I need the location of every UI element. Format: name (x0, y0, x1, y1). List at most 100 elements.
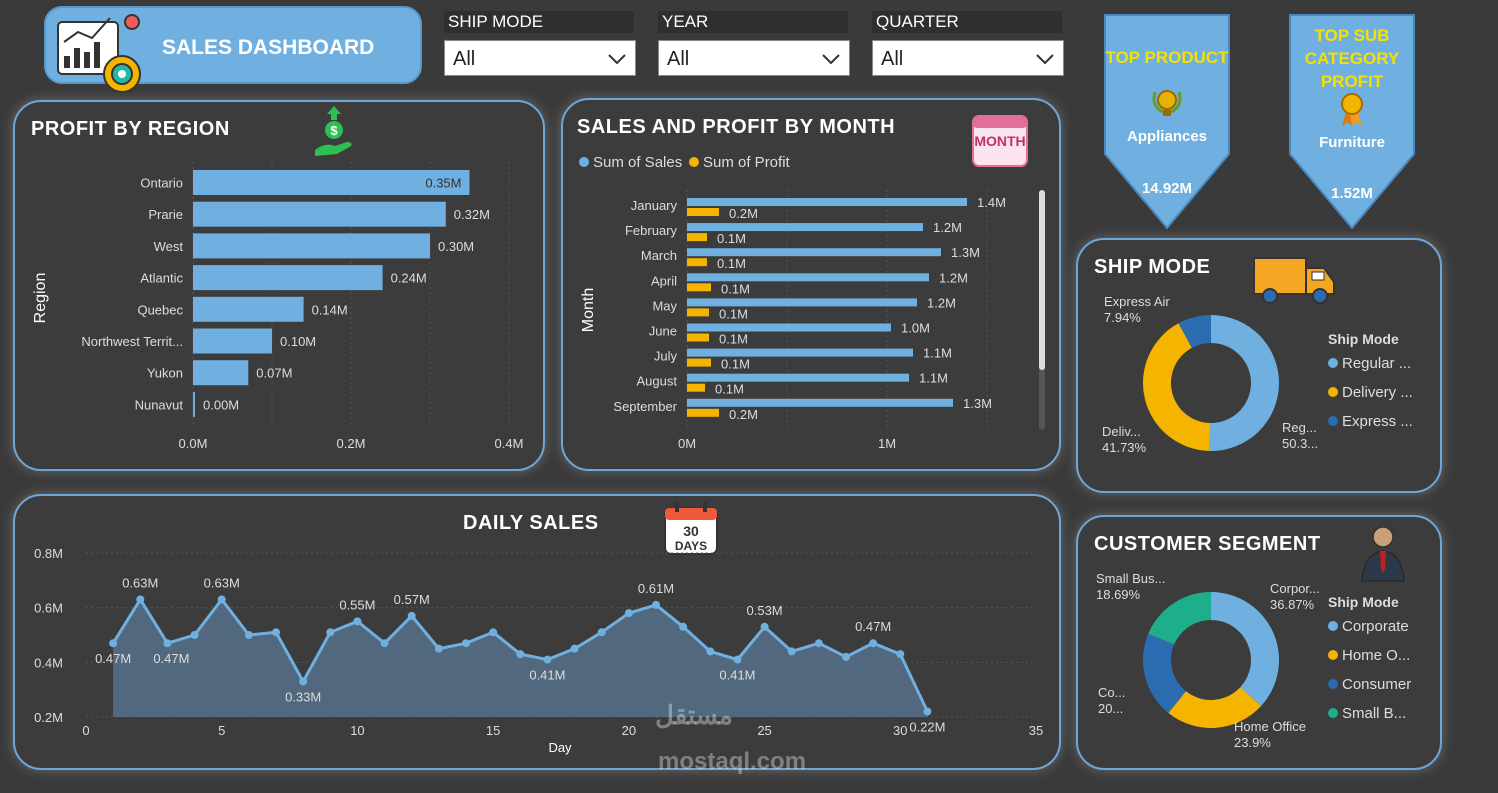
data-point (787, 647, 796, 656)
point-data-label: 0.33M (285, 689, 321, 704)
profit-data-label: 0.1M (717, 256, 746, 271)
data-point (923, 707, 932, 716)
legend-label: Express ... (1342, 413, 1413, 430)
sales-bar (687, 348, 913, 357)
calendar-month-icon: MONTH (972, 115, 1028, 167)
profit-bar (687, 308, 709, 317)
slice-label-percent: 50.3... (1282, 436, 1318, 451)
legend-profit: Sum of Profit (689, 154, 790, 171)
donut-slice (1143, 633, 1186, 714)
data-point (652, 600, 660, 609)
slice-label-percent: 20... (1098, 701, 1123, 716)
filter-quarter-value: All (881, 48, 904, 70)
slice-label-percent: 41.73% (1102, 440, 1147, 455)
sales-data-label: 1.3M (951, 245, 980, 260)
x-axis-label: Day (548, 740, 572, 755)
bar (193, 233, 430, 259)
category-label: West (154, 239, 184, 254)
legend-dot (1328, 621, 1338, 631)
sales-data-label: 1.3M (963, 396, 992, 411)
point-data-label: 0.41M (719, 668, 755, 683)
panel-title: DAILY SALES (463, 512, 599, 534)
legend-dot (1328, 416, 1338, 426)
data-point (597, 628, 606, 637)
sales-bar (687, 323, 891, 332)
filter-year-value: All (667, 48, 690, 70)
filter-year-label: YEAR (658, 11, 848, 33)
filter-ship-mode-label: SHIP MODE (444, 11, 634, 33)
category-label: February (625, 223, 678, 238)
data-point (190, 631, 199, 639)
profit-bar (687, 283, 711, 292)
svg-text:$: $ (330, 123, 338, 138)
calendar-30-days-icon: 30 DAYS (664, 502, 718, 555)
donut-slice (1168, 687, 1261, 728)
slice-label-percent: 36.87% (1270, 597, 1315, 612)
data-point (842, 652, 850, 661)
filter-quarter-select[interactable]: All (872, 40, 1064, 76)
category-label: July (654, 349, 678, 364)
businessman-icon (1361, 526, 1405, 582)
money-hand-icon: $ (315, 106, 352, 156)
legend-label: Home O... (1342, 647, 1410, 664)
point-data-label: 0.47M (153, 651, 189, 666)
legend-sales: Sum of Sales (579, 154, 682, 171)
chevron-down-icon (822, 54, 840, 65)
data-point (706, 647, 715, 656)
legend-dot (1328, 358, 1338, 368)
kpi-top-product-value: 14.92M (1141, 180, 1193, 197)
trophy-icon (1152, 90, 1182, 116)
chevron-down-icon (1036, 54, 1054, 65)
category-label: Atlantic (140, 271, 183, 286)
medal-icon (1341, 93, 1363, 126)
filter-year-select[interactable]: All (658, 40, 850, 76)
kpi-title-line-3: PROFIT (1320, 72, 1384, 91)
scrollbar[interactable] (1039, 190, 1045, 430)
legend-dot (1328, 679, 1338, 689)
kpi-top-subcategory-value: 1.52M (1331, 185, 1373, 202)
chevron-down-icon (608, 54, 626, 65)
legend-label: Regular ... (1342, 355, 1411, 372)
bar (193, 360, 249, 386)
x-tick-label: 0M (678, 436, 696, 451)
donut-slice (1178, 315, 1211, 348)
panel-title: SHIP MODE (1094, 256, 1211, 278)
category-label: January (631, 198, 678, 213)
kpi-top-subcategory-title: TOP SUB CATEGORY PROFIT (1289, 24, 1415, 93)
legend-label: Small B... (1342, 705, 1406, 722)
watermark-arabic: مستقل (655, 700, 733, 730)
customer-segment-panel: CUSTOMER SEGMENT Corpor... 36.87% Home Off… (1076, 515, 1442, 770)
data-label: 0.14M (312, 302, 348, 317)
ship-mode-donut: Reg...50.3... Deliv...41.73% Express Air7.… (1102, 294, 1413, 455)
sales-data-label: 1.2M (939, 270, 968, 285)
point-data-label: 0.55M (339, 597, 375, 612)
panel-title: SALES AND PROFIT BY MONTH (577, 116, 896, 138)
kpi-top-subcategory: TOP SUB CATEGORY PROFIT Furniture 1.52M (1289, 14, 1415, 230)
x-tick-label: 20 (622, 723, 636, 738)
slice-label-name: Small Bus... (1096, 571, 1165, 586)
category-label: June (649, 324, 677, 339)
profit-data-label: 0.1M (721, 281, 750, 296)
data-point (570, 644, 579, 653)
bar (193, 170, 470, 195)
data-point (462, 639, 470, 648)
sales-bar (687, 398, 953, 407)
data-point (489, 628, 498, 637)
sales-data-label: 1.4M (977, 195, 1006, 210)
x-tick-label: 0 (82, 723, 89, 738)
data-point (733, 655, 742, 664)
category-label: Yukon (147, 366, 183, 381)
scrollbar-thumb[interactable] (1039, 190, 1045, 370)
slice-label-name: Co... (1098, 685, 1125, 700)
y-tick-label: 0.8M (34, 546, 63, 561)
kpi-top-product-title: TOP PRODUCT (1105, 48, 1229, 67)
category-label: Northwest Territ... (81, 334, 183, 349)
area-fill (113, 599, 928, 717)
svg-text:MONTH: MONTH (974, 133, 1025, 149)
point-data-label: 0.53M (747, 603, 783, 618)
category-label: August (637, 374, 678, 389)
bar (193, 265, 383, 291)
y-axis-label: Month (580, 288, 597, 332)
legend-dot (1328, 650, 1338, 660)
filter-ship-mode-select[interactable]: All (444, 40, 636, 76)
